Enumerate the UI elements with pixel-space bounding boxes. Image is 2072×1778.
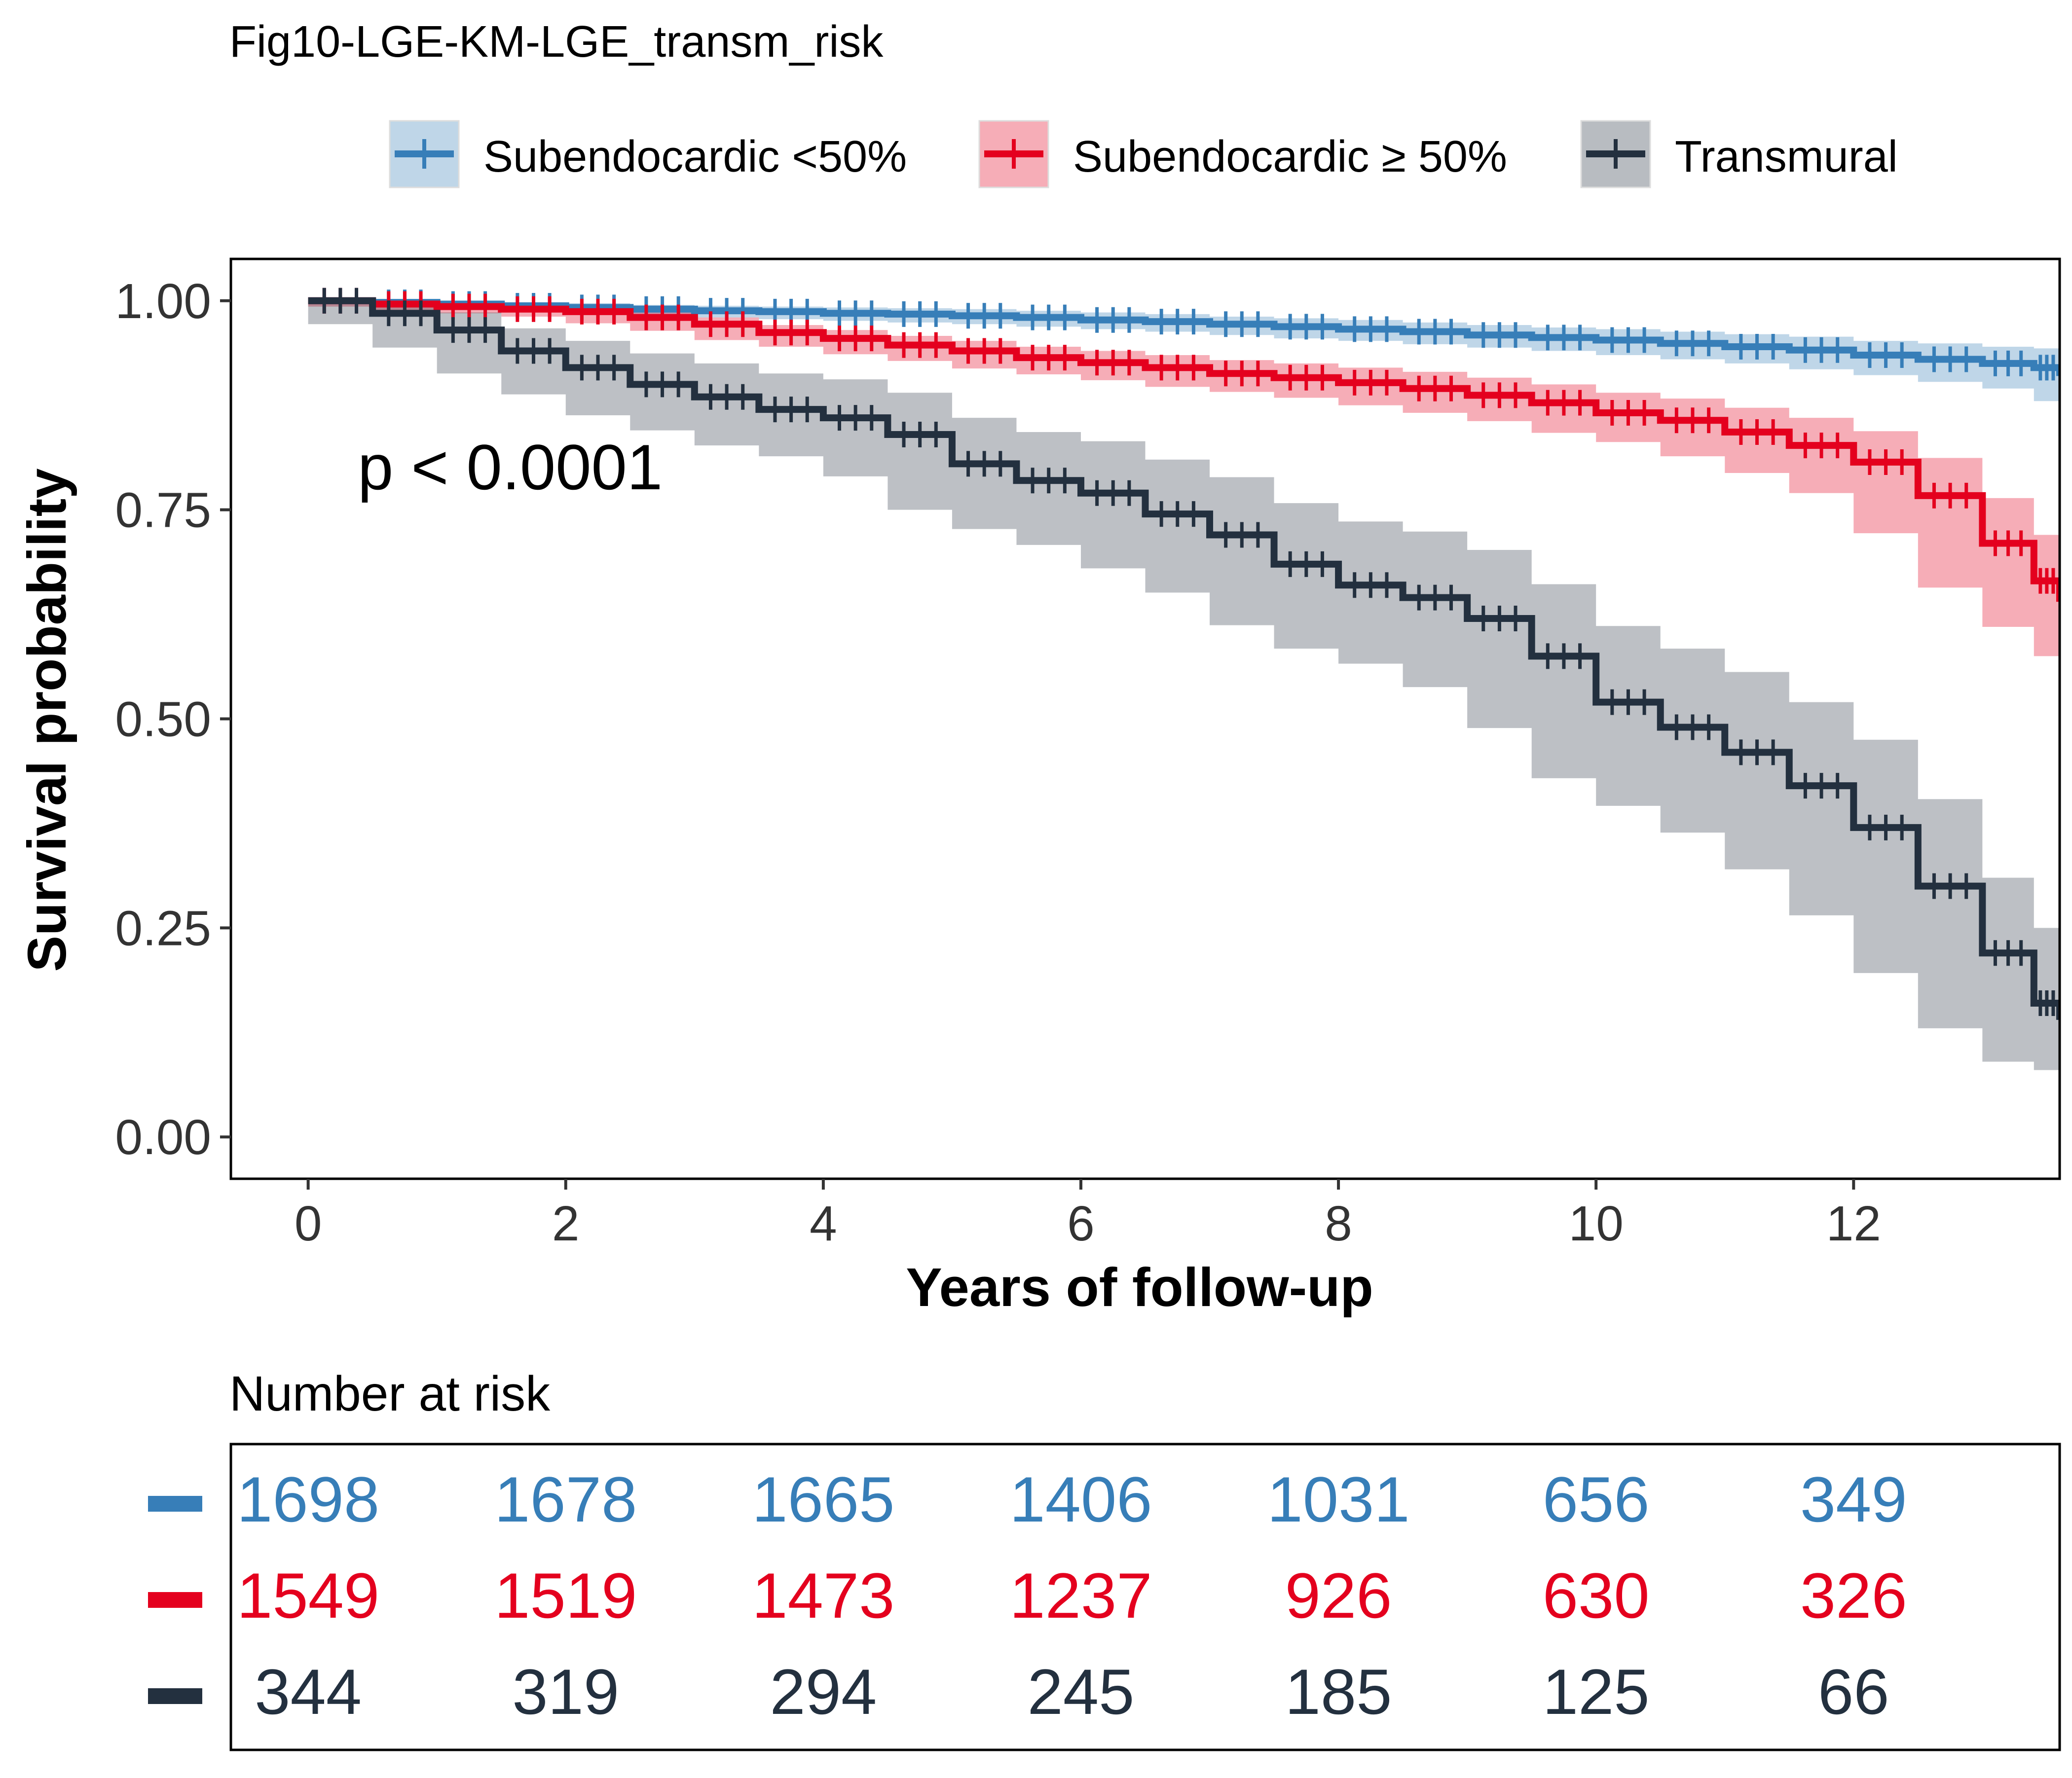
y-tick-label: 0.25	[115, 901, 211, 956]
y-axis: 0.00 0.25 0.50 0.75 1.00	[115, 274, 231, 1165]
ci-band-subendocardic-50-	[308, 300, 2060, 656]
risk-row-subendocardic-50-: 1698 1678 1665 1406 1031 656 349	[148, 1463, 1907, 1535]
survival-line-subendocardic-50-	[308, 297, 2060, 376]
censor-marks-transmural	[322, 288, 2055, 1016]
risk-count: 630	[1543, 1560, 1650, 1632]
legend-item-subendocardic-50-: Subendocardic ≥ 50%	[978, 120, 1507, 188]
risk-row-key	[148, 1592, 202, 1608]
x-tick-label: 10	[1569, 1196, 1624, 1251]
risk-table-title: Number at risk	[229, 1366, 551, 1421]
risk-row-transmural: 344 319 294 245 185 125 66	[148, 1656, 1889, 1728]
y-tick-label: 0.75	[115, 483, 211, 538]
risk-count: 1698	[237, 1463, 379, 1535]
x-tick-label: 0	[295, 1196, 322, 1251]
chart-title: Fig10-LGE-KM-LGE_transm_risk	[229, 17, 884, 67]
risk-table: 1698 1678 1665 1406 1031 656 349 1549 1519 1473 12…	[148, 1443, 2061, 1751]
legend-label: Subendocardic ≥ 50%	[1073, 132, 1507, 181]
y-tick-label: 0.00	[115, 1110, 211, 1165]
risk-count: 656	[1543, 1463, 1650, 1535]
risk-count: 1237	[1009, 1560, 1152, 1632]
risk-count: 1406	[1009, 1463, 1152, 1535]
x-tick-label: 6	[1067, 1196, 1095, 1251]
p-value-annotation: p < 0.0001	[358, 431, 663, 503]
legend-item-transmural: Transmural	[1580, 120, 1898, 188]
ci-band-transmural	[308, 300, 2060, 1070]
x-tick-label: 2	[552, 1196, 580, 1251]
plot-area	[308, 288, 2060, 1070]
risk-count: 326	[1800, 1560, 1907, 1632]
legend-item-subendocardic-50-: Subendocardic <50%	[389, 120, 907, 188]
risk-count: 1519	[494, 1560, 637, 1632]
x-axis-label: Years of follow-up	[906, 1257, 1373, 1318]
censor-marks-subendocardic-50-	[322, 288, 2055, 594]
legend: Subendocardic <50% Subendocardic ≥ 50% Tra…	[389, 120, 1898, 188]
risk-count: 319	[512, 1656, 619, 1728]
x-tick-label: 4	[810, 1196, 837, 1251]
y-tick-label: 1.00	[115, 274, 211, 329]
risk-count: 1549	[237, 1560, 379, 1632]
risk-count: 1678	[494, 1463, 637, 1535]
risk-count: 1665	[752, 1463, 894, 1535]
risk-count: 1473	[752, 1560, 894, 1632]
survival-line-transmural	[308, 297, 2060, 1020]
risk-count: 66	[1818, 1656, 1889, 1728]
risk-row-subendocardic-50-: 1549 1519 1473 1237 926 630 326	[148, 1560, 1907, 1632]
risk-count: 926	[1285, 1560, 1392, 1632]
risk-count: 294	[770, 1656, 877, 1728]
risk-count: 344	[255, 1656, 362, 1728]
x-tick-label: 12	[1826, 1196, 1881, 1251]
risk-count: 349	[1800, 1463, 1907, 1535]
risk-table-border	[229, 1443, 2061, 1751]
risk-count: 125	[1543, 1656, 1650, 1728]
risk-row-key	[148, 1688, 202, 1704]
plot-panel: 0.00 0.25 0.50 0.75 1.00 0 2 4 6 8 10 12	[115, 257, 2061, 1251]
y-axis-label: Survival probability	[17, 469, 77, 972]
risk-count: 245	[1028, 1656, 1135, 1728]
legend-label: Subendocardic <50%	[483, 132, 907, 181]
x-axis: 0 2 4 6 8 10 12	[295, 1179, 1881, 1251]
legend-label: Transmural	[1675, 132, 1898, 181]
risk-row-key	[148, 1496, 202, 1512]
risk-count: 185	[1285, 1656, 1392, 1728]
x-tick-label: 8	[1325, 1196, 1352, 1251]
risk-count: 1031	[1267, 1463, 1409, 1535]
y-tick-label: 0.50	[115, 692, 211, 747]
survival-line-subendocardic-50-	[308, 297, 2060, 602]
